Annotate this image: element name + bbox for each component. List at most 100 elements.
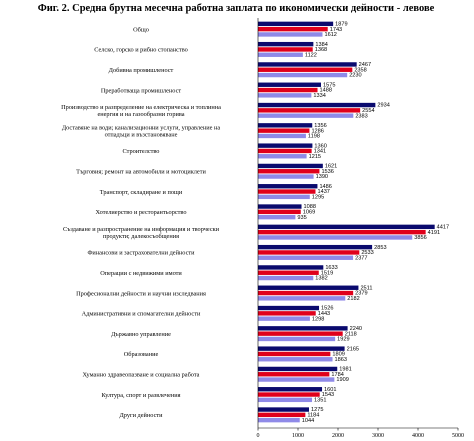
data-label: 1519 <box>321 270 333 276</box>
bar <box>258 372 330 377</box>
bar <box>258 229 426 235</box>
data-label: 1351 <box>314 397 326 403</box>
data-label: 1543 <box>322 392 334 398</box>
bar <box>258 392 320 397</box>
data-label: 1368 <box>315 47 327 53</box>
bar <box>258 67 353 72</box>
data-label: 1784 <box>331 372 343 378</box>
bar <box>258 377 335 382</box>
category-label: Операции с недвижими имоти <box>100 270 182 277</box>
category-label: Хуманно здравеопазване и социална работа <box>83 371 200 378</box>
bar <box>258 204 302 209</box>
bar <box>258 296 346 301</box>
category-label: Преработваща промишленост <box>101 87 182 94</box>
bar <box>258 184 318 189</box>
bar <box>258 128 310 133</box>
bar <box>258 194 310 200</box>
category-label-line: Финансови и застрахователни дейности <box>87 250 195 257</box>
data-label: 2182 <box>347 296 359 302</box>
category-label-line: Доставяне на води; канализационни услуги… <box>62 124 221 131</box>
data-label: 1633 <box>325 265 337 271</box>
category-label-line: Други дейности <box>120 412 164 419</box>
data-label: 1809 <box>332 352 344 358</box>
data-label: 2934 <box>377 103 389 109</box>
data-label: 1341 <box>314 149 326 155</box>
bar <box>258 336 336 342</box>
bar <box>258 21 334 27</box>
data-label: 1295 <box>312 194 324 200</box>
data-label: 2533 <box>361 250 373 256</box>
data-label: 2554 <box>362 108 374 114</box>
category-label: Образование <box>124 351 159 358</box>
data-label: 4417 <box>437 224 449 230</box>
bar <box>258 351 331 357</box>
data-label: 2467 <box>359 62 371 68</box>
bar <box>258 214 296 220</box>
data-label: 1275 <box>311 407 323 413</box>
data-label: 1909 <box>336 377 348 383</box>
data-label: 4191 <box>428 230 440 236</box>
data-label: 1488 <box>320 88 332 94</box>
bar <box>258 397 313 403</box>
data-label: 1601 <box>324 387 336 393</box>
bar <box>258 290 354 296</box>
category-label-line: Хуманно здравеопазване и социална работа <box>83 371 200 378</box>
data-label: 1384 <box>315 42 327 48</box>
bar <box>258 250 360 255</box>
x-tick-label: 2000 <box>332 433 344 439</box>
bar <box>258 82 321 87</box>
data-label: 2511 <box>360 285 372 291</box>
bar <box>258 41 314 47</box>
data-label: 1621 <box>325 164 337 170</box>
category-label: Култура, спорт и развлечения <box>102 392 181 399</box>
data-label: 1443 <box>318 311 330 317</box>
data-label: 1863 <box>335 357 347 363</box>
category-labels: Общо Селско, горско и рибно стопанство Доб… <box>61 26 221 419</box>
category-label: Производство и разпределение на електрич… <box>61 104 221 118</box>
bar <box>258 265 324 270</box>
data-label: 1526 <box>321 306 333 312</box>
category-label-line: Образование <box>124 351 159 358</box>
data-label: 1929 <box>337 337 349 343</box>
data-label: 3856 <box>414 235 426 241</box>
data-label: 2230 <box>349 73 361 79</box>
data-label: 1390 <box>316 174 328 180</box>
bar <box>258 235 413 240</box>
bar <box>258 326 348 331</box>
bar <box>258 133 306 139</box>
data-label: 2379 <box>355 291 367 297</box>
bar <box>258 148 312 154</box>
category-label-line: Добивна промишленост <box>109 67 174 74</box>
bar <box>258 26 328 32</box>
data-label: 1743 <box>330 27 342 33</box>
category-label-line: отпадъци и възстановяване <box>105 131 178 138</box>
bar <box>258 270 319 275</box>
data-label: 2853 <box>374 245 386 251</box>
category-label-line: Професионални дейности и научни изследва… <box>76 290 206 297</box>
x-tick-label: 4000 <box>412 433 424 439</box>
bar <box>258 331 343 336</box>
data-label: 935 <box>297 215 306 221</box>
bars-group <box>258 21 435 423</box>
bar <box>258 174 314 179</box>
category-label: Професионални дейности и научни изследва… <box>76 290 206 297</box>
bar <box>258 169 320 174</box>
data-label: 1612 <box>324 32 336 38</box>
category-label: Селско, горско и рибно стопанство <box>94 47 188 54</box>
bar <box>258 316 310 321</box>
bar <box>258 143 313 148</box>
bar <box>258 285 359 290</box>
bar <box>258 255 354 260</box>
data-label: 1360 <box>314 143 326 149</box>
bar <box>258 224 435 230</box>
data-label: 1486 <box>319 184 331 190</box>
category-label: Добивна промишленост <box>109 67 174 74</box>
category-label: Общо <box>133 26 149 33</box>
data-label: 2165 <box>347 346 359 352</box>
data-label: 1879 <box>335 21 347 27</box>
bar <box>258 52 303 57</box>
category-label-line: Селско, горско и рибно стопанство <box>94 47 188 54</box>
category-label: Държавно управление <box>111 331 171 338</box>
bar <box>258 407 309 412</box>
data-label: 2383 <box>355 113 367 119</box>
